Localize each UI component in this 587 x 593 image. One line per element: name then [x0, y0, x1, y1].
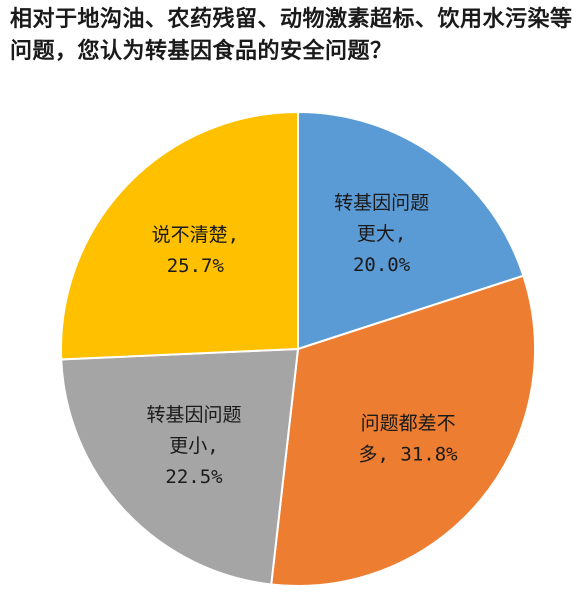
chart-title: 相对于地沟油、农药残留、动物激素超标、饮用水污染等问题，您认为转基因食品的安全问…: [10, 7, 573, 64]
slice-label-line: 转基因问题: [146, 404, 241, 426]
slice-label-line: 更大,: [357, 223, 406, 245]
slice-label-line: 多, 31.8%: [359, 443, 459, 465]
pie-labels: 转基因问题更大, 20.0%问题都差不多, 31.8%转基因问题更小, 22.5%说…: [146, 192, 458, 488]
slice-label-2: 问题都差不多, 31.8%: [359, 412, 459, 465]
pie-slice-1: [297, 110, 525, 351]
slice-label-line: 说不清楚,: [152, 224, 239, 246]
pie-slices: [60, 110, 536, 588]
slice-label-4: 说不清楚, 25.7%: [152, 224, 239, 277]
slice-label-line: 25.7%: [167, 255, 225, 277]
pie-slice-3: [60, 347, 300, 586]
slice-label-line: 22.5%: [165, 466, 223, 488]
slice-label-3: 转基因问题更小, 22.5%: [146, 404, 241, 488]
slice-label-line: 问题都差不: [361, 412, 456, 434]
pie-slice-4: [60, 110, 299, 361]
slice-label-line: 转基因问题: [334, 192, 429, 214]
slice-label-line: 更小,: [169, 435, 218, 457]
slice-label-line: 20.0%: [353, 254, 411, 276]
pie-slice-2: [270, 274, 536, 588]
slice-label-1: 转基因问题更大, 20.0%: [334, 192, 429, 276]
